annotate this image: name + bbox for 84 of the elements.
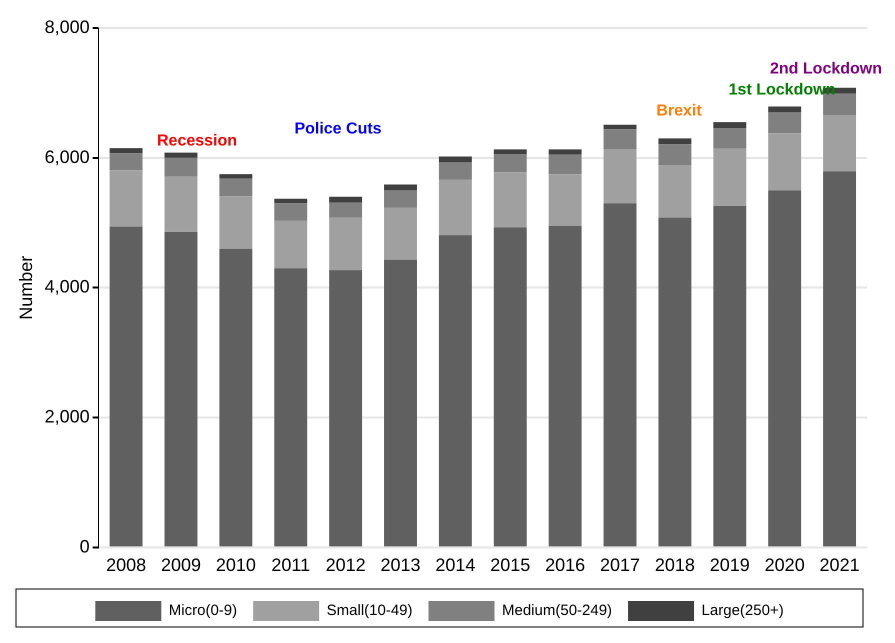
bar (384, 184, 417, 190)
x-tick-label: 2010 (216, 555, 256, 576)
x-tick-label: 2017 (600, 555, 640, 576)
legend-label: Large(250+) (702, 602, 784, 620)
x-tick-label: 2011 (271, 555, 310, 576)
x-tick-label: 2018 (654, 555, 695, 576)
bar (219, 196, 252, 249)
bar (438, 180, 472, 236)
bar (110, 148, 143, 154)
bar (494, 227, 527, 546)
bar (548, 149, 582, 155)
bar (438, 162, 472, 180)
bar (384, 190, 417, 208)
annotation: Recession (156, 132, 238, 150)
legend-label: Micro(0-9) (168, 602, 238, 620)
bar (329, 196, 362, 203)
bar (604, 124, 636, 130)
x-tick-label: 2015 (490, 555, 530, 576)
bar (164, 176, 198, 232)
annotation: Brexit (656, 102, 702, 120)
bar (219, 174, 252, 179)
x-tick-label: 2020 (764, 555, 805, 576)
legend-label: Medium(50-249) (502, 602, 612, 620)
bar (438, 156, 472, 162)
annotation: Police Cuts (294, 120, 382, 138)
bar (329, 218, 362, 270)
bar (658, 144, 692, 165)
bar (110, 226, 143, 546)
y-tick-label: 4,000 (44, 276, 90, 297)
y-tick-label: 0 (80, 536, 90, 556)
bar (604, 149, 636, 204)
bar (548, 226, 582, 546)
bar (713, 122, 746, 128)
bar (494, 149, 527, 154)
bar (604, 203, 636, 546)
x-tick-label: 2012 (326, 555, 366, 576)
x-tick-label: 2021 (820, 555, 860, 576)
x-tick-label: 2016 (545, 555, 586, 576)
annotation: 2nd Lockdown (770, 60, 882, 78)
bar (823, 171, 856, 546)
x-tick-label: 2014 (435, 555, 476, 576)
bar (384, 260, 417, 546)
bar (274, 198, 308, 204)
bar (823, 94, 856, 115)
bar (713, 148, 746, 206)
x-tick-label: 2019 (710, 555, 750, 576)
bar (823, 115, 856, 172)
y-tick-label: 6,000 (44, 146, 90, 167)
annotation: 1st Lockdown (728, 81, 836, 98)
y-axis-title: Number (16, 256, 36, 320)
bar (110, 170, 143, 227)
bar (768, 106, 802, 112)
x-tick-label: 2013 (380, 555, 421, 576)
x-tick-label: 2008 (106, 555, 146, 576)
bar (219, 178, 252, 196)
bar (768, 133, 802, 190)
bar (658, 164, 692, 218)
y-tick-label: 8,000 (44, 16, 90, 37)
legend-label: Small(10-49) (326, 602, 413, 620)
y-tick-label: 2,000 (44, 406, 90, 427)
bar (658, 218, 692, 546)
x-tick-label: 2009 (160, 555, 201, 576)
bar (438, 235, 472, 546)
bar (548, 174, 582, 226)
bar (768, 190, 802, 546)
bar (494, 154, 527, 172)
bar (329, 270, 362, 546)
bar (384, 208, 417, 260)
bar (164, 158, 198, 177)
bar (494, 172, 527, 228)
bar (329, 202, 362, 218)
bar (110, 153, 143, 170)
bar (713, 206, 746, 546)
bar (604, 129, 636, 150)
bar (164, 232, 198, 546)
bar (274, 268, 308, 546)
bar (164, 152, 198, 158)
bar (274, 220, 308, 268)
bar (274, 203, 308, 221)
bar (548, 154, 582, 174)
bar (713, 128, 746, 149)
bar (219, 248, 252, 546)
bar (768, 112, 802, 134)
bar (658, 138, 692, 144)
